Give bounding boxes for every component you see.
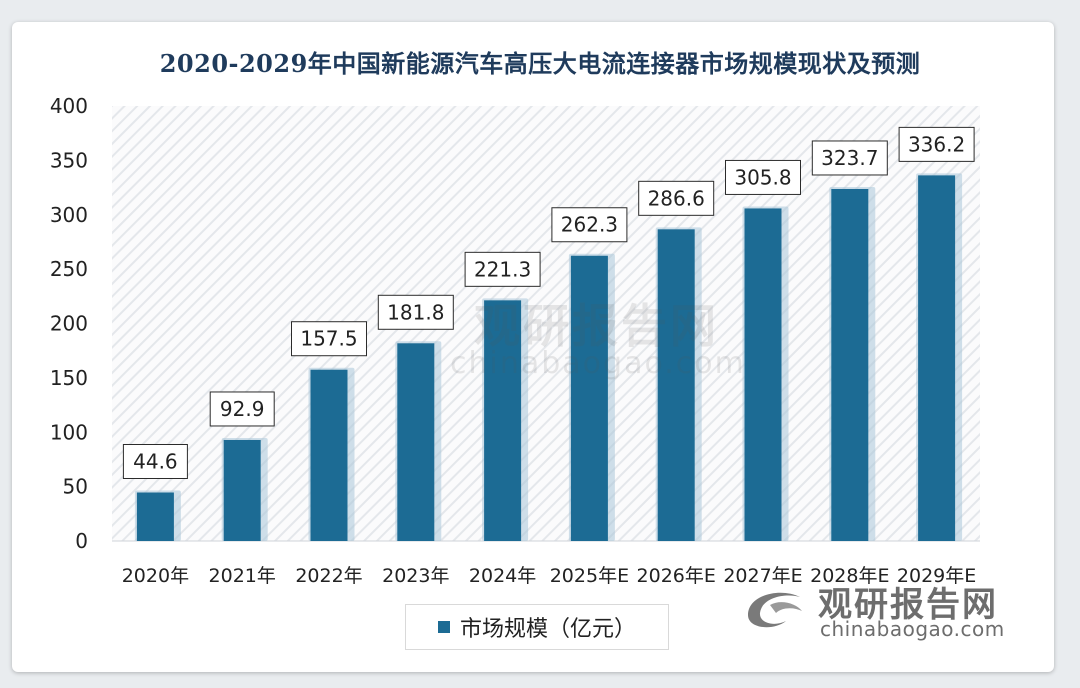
- x-tick-label: 2025年E: [550, 565, 629, 587]
- data-label: 305.8: [734, 165, 791, 189]
- bar: [136, 492, 174, 541]
- x-tick-label: 2026年E: [637, 565, 716, 587]
- bar: [484, 300, 522, 541]
- data-label-box: [638, 180, 715, 216]
- bar: [831, 188, 869, 541]
- legend-swatch: [437, 621, 450, 633]
- data-label-box: [811, 140, 888, 176]
- y-tick-label: 250: [50, 257, 88, 281]
- data-label-box: [122, 443, 188, 479]
- bar: [657, 229, 695, 541]
- x-tick-label: 2020年: [122, 565, 189, 587]
- bar: [744, 208, 782, 541]
- bar: [918, 175, 956, 541]
- y-tick-label: 50: [63, 475, 88, 499]
- y-tick-label: 0: [75, 529, 88, 553]
- x-tick-label: 2023年: [382, 565, 449, 587]
- bar: [223, 439, 261, 541]
- y-tick-label: 400: [50, 94, 88, 118]
- data-label: 44.6: [133, 449, 178, 473]
- data-label-box: [377, 294, 454, 330]
- brand-logo-icon: [748, 592, 802, 628]
- data-label-box: [464, 251, 541, 287]
- footer-watermark: 观研报告网 chinabaogao.com: [740, 575, 1030, 645]
- data-label: 323.7: [821, 146, 878, 170]
- footer-brand-text: 观研报告网: [818, 585, 998, 625]
- y-tick-label: 200: [50, 312, 88, 336]
- x-tick-label: 2024年: [469, 565, 536, 587]
- x-tick-label: 2021年: [209, 565, 276, 587]
- y-tick-label: 100: [50, 420, 88, 444]
- data-label-box: [725, 159, 801, 195]
- chart-title: 2020-2029年中国新能源汽车高压大电流连接器市场规模现状及预测: [159, 49, 921, 78]
- x-tick-label: 2022年: [295, 565, 362, 587]
- x-tick-label: 2028年E: [810, 565, 889, 587]
- data-label-box: [291, 321, 367, 357]
- y-tick-label: 350: [50, 148, 88, 172]
- y-tick-label: 150: [50, 366, 88, 390]
- y-tick-label: 300: [50, 203, 88, 227]
- data-label: 221.3: [474, 257, 531, 281]
- bar: [570, 255, 608, 541]
- bar: [310, 369, 348, 541]
- x-tick-label: 2029年E: [897, 565, 976, 587]
- center-watermark-url: chinabaogao.com: [450, 346, 746, 381]
- x-tick-label: 2027年E: [723, 565, 802, 587]
- footer-url-text: chinabaogao.com: [820, 617, 1005, 641]
- data-label-box: [551, 207, 628, 243]
- data-label: 262.3: [561, 213, 618, 237]
- data-label: 286.6: [648, 186, 705, 210]
- data-label-box: [898, 126, 975, 162]
- data-label: 92.9: [220, 397, 265, 421]
- data-label-box: [209, 391, 275, 427]
- center-watermark-brand: 观研报告网: [474, 299, 719, 353]
- data-label: 157.5: [300, 327, 357, 351]
- center-watermark: 观研报告网 chinabaogao.com: [430, 290, 750, 390]
- bar: [397, 343, 435, 541]
- legend: 市场规模（亿元）: [405, 604, 669, 650]
- data-label: 336.2: [908, 132, 965, 156]
- data-label: 181.8: [387, 300, 444, 324]
- legend-label: 市场规模（亿元）: [459, 617, 636, 642]
